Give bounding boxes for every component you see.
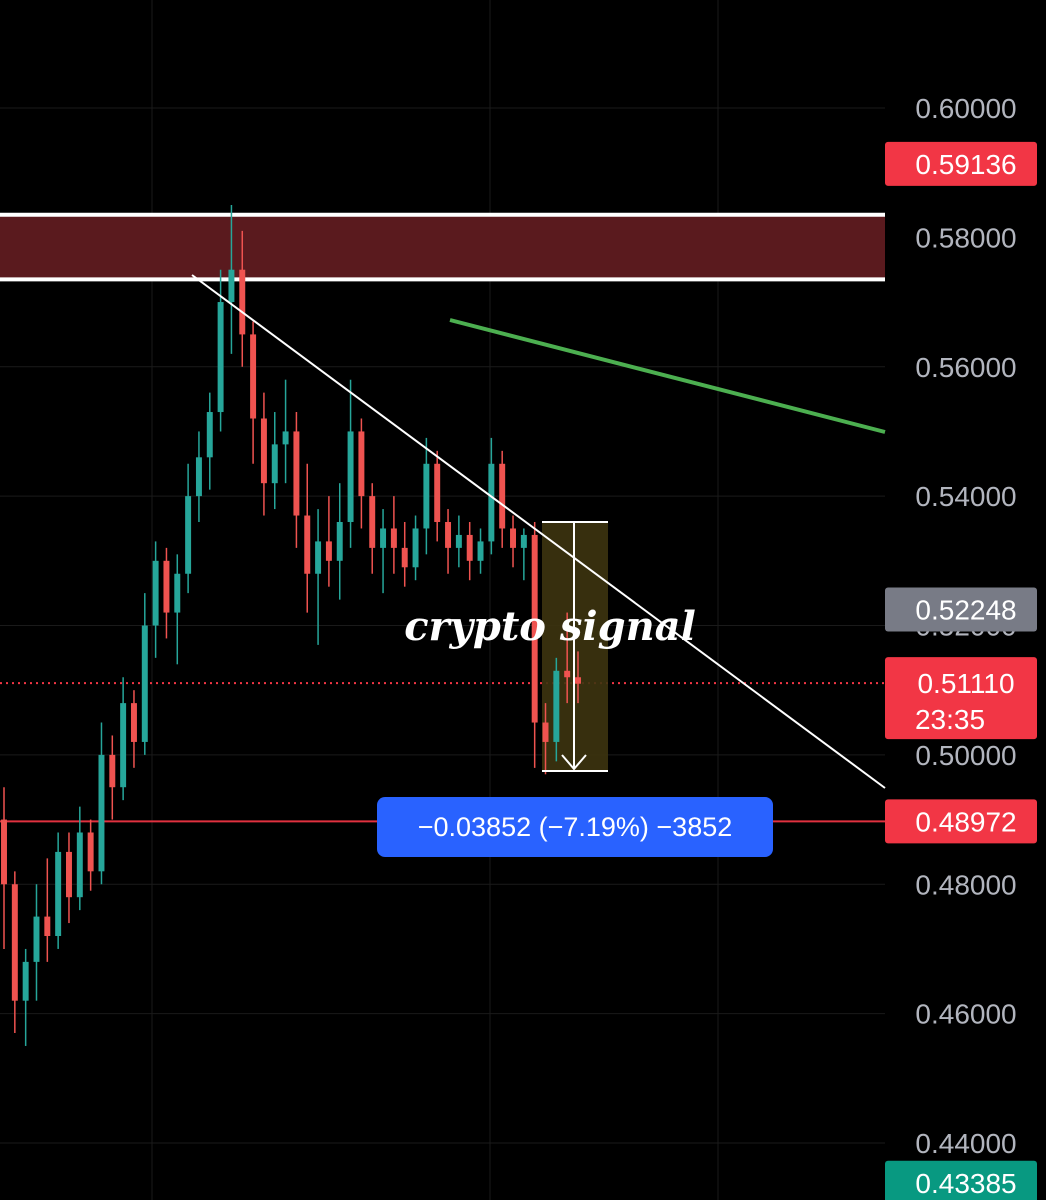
candle — [55, 833, 61, 949]
svg-text:0.52248: 0.52248 — [915, 594, 1016, 625]
price-tag[interactable]: 0.59136 — [885, 142, 1037, 186]
candle — [510, 516, 516, 568]
candle — [445, 509, 451, 574]
chart-grid — [0, 0, 885, 1200]
y-tick-label: 0.56000 — [915, 352, 1016, 383]
candle — [380, 509, 386, 593]
svg-text:0.43385: 0.43385 — [915, 1168, 1016, 1199]
candle — [23, 949, 29, 1046]
candle — [196, 431, 202, 522]
y-tick-label: 0.58000 — [915, 222, 1016, 253]
svg-text:0.59136: 0.59136 — [915, 149, 1016, 180]
candle — [174, 554, 180, 664]
y-tick-label: 0.54000 — [915, 481, 1016, 512]
candle — [315, 509, 321, 645]
y-tick-label: 0.46000 — [915, 999, 1016, 1030]
price-tag[interactable]: 0.52248 — [885, 587, 1037, 631]
candle — [66, 833, 72, 924]
svg-text:0.48972: 0.48972 — [915, 806, 1016, 837]
candle — [402, 522, 408, 587]
candle — [120, 677, 126, 800]
candle — [337, 483, 343, 599]
candle — [34, 884, 40, 1000]
candle — [358, 419, 364, 529]
candle — [521, 528, 527, 580]
candle — [207, 393, 213, 490]
candle — [12, 871, 18, 1033]
candle — [304, 464, 310, 613]
measure-result-label[interactable]: −0.03852 (−7.19%) −3852 — [377, 797, 773, 857]
candle — [467, 522, 473, 580]
candle — [293, 412, 299, 548]
y-tick-label: 0.44000 — [915, 1128, 1016, 1159]
candle — [261, 393, 267, 516]
candle — [423, 438, 429, 554]
candle — [142, 593, 148, 755]
candle — [272, 412, 278, 509]
candle — [109, 735, 115, 819]
candle — [163, 548, 169, 639]
price-tag[interactable]: 0.51110 23:35 — [885, 657, 1037, 739]
green-trendline[interactable] — [450, 320, 885, 432]
price-tag[interactable]: 0.48972 — [885, 799, 1037, 843]
candle — [413, 516, 419, 581]
y-tick-label: 0.48000 — [915, 869, 1016, 900]
candle — [250, 321, 256, 463]
candle — [98, 723, 104, 885]
candle — [391, 496, 397, 574]
signal-watermark: crypto signal — [404, 603, 696, 650]
svg-text:0.51110: 0.51110 — [917, 668, 1014, 699]
candle — [434, 451, 440, 542]
candle — [131, 690, 137, 768]
price-tags: 0.59136 0.52248 0.51110 23:35 0.48972 0.43385 — [885, 142, 1037, 1200]
candle — [369, 483, 375, 574]
candle — [44, 858, 50, 962]
y-tick-label: 0.50000 — [915, 740, 1016, 771]
price-tag[interactable]: 0.43385 — [885, 1161, 1037, 1200]
candle — [153, 541, 159, 657]
y-tick-label: 0.60000 — [915, 93, 1016, 124]
candle — [499, 451, 505, 548]
candle — [348, 380, 354, 548]
candle — [456, 516, 462, 568]
candle — [478, 528, 484, 573]
candle — [185, 464, 191, 593]
candle — [88, 820, 94, 891]
candle — [283, 380, 289, 484]
candle — [1, 787, 7, 949]
svg-text:23:35: 23:35 — [915, 704, 985, 735]
candle — [326, 496, 332, 587]
resistance-zone[interactable] — [0, 215, 885, 280]
